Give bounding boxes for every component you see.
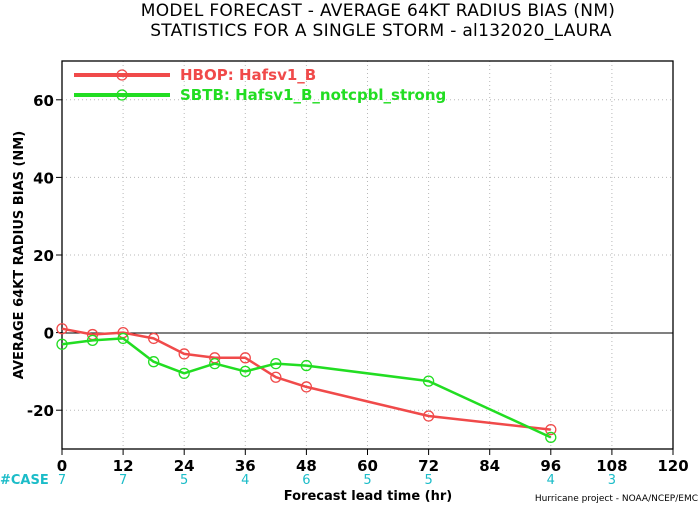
credit-text: Hurricane project - NOAA/NCEP/EMC <box>535 494 698 504</box>
legend-marker-sbtb <box>116 89 128 101</box>
x-tick-label: 108 <box>596 457 627 475</box>
data-point <box>86 334 99 347</box>
x-tick-label: 120 <box>657 457 688 475</box>
case-count-value: 5 <box>363 473 371 488</box>
data-point <box>239 365 251 378</box>
x-tick-label: 24 <box>174 457 195 475</box>
data-point <box>147 332 160 345</box>
chart-subtitle: STATISTICS FOR A SINGLE STORM - al132020… <box>150 21 612 41</box>
data-point <box>239 352 251 364</box>
x-tick-label: 84 <box>479 457 500 475</box>
grid <box>62 61 673 449</box>
legend-label-hbop: HBOP: Hafsv1_B <box>180 66 316 84</box>
series-line <box>61 337 552 439</box>
plot-frame <box>61 60 674 450</box>
case-count-value: 5 <box>180 473 188 488</box>
data-point <box>178 367 190 379</box>
x-tick-label: 72 <box>418 457 439 475</box>
y-tick-label: 60 <box>33 92 54 110</box>
data-point <box>422 375 435 387</box>
y-axis-label: AVERAGE 64KT RADIUS BIAS (NM) <box>12 131 27 379</box>
case-count-value: 3 <box>608 473 616 488</box>
x-tick-label: 0 <box>57 457 67 475</box>
series-hbop <box>56 323 557 436</box>
data-point <box>178 348 190 360</box>
data-point <box>545 423 557 436</box>
x-tick-label: 96 <box>540 457 561 475</box>
data-point <box>147 356 160 368</box>
case-count-value: 6 <box>302 473 310 488</box>
series <box>56 323 557 444</box>
data-point <box>56 338 68 350</box>
data-point <box>209 357 221 370</box>
series-sbtb <box>56 332 557 444</box>
data-point <box>422 410 435 422</box>
chart-title: MODEL FORECAST - AVERAGE 64KT RADIUS BIA… <box>141 1 615 21</box>
legend-marker-hbop <box>116 69 128 81</box>
case-count-value: 7 <box>119 473 127 488</box>
case-count-label: #CASE <box>0 473 49 488</box>
x-axis-label: Forecast lead time (hr) <box>284 489 452 504</box>
case-count-value: 4 <box>547 473 555 488</box>
case-count-value: 5 <box>424 473 432 488</box>
case-count-value: 4 <box>241 473 249 488</box>
x-tick-label: 12 <box>113 457 134 475</box>
x-tick-label: 36 <box>235 457 256 475</box>
case-counts: 7 7 5 4 6 5 5 4 3 <box>58 473 616 488</box>
ticks: 0 12 24 36 48 60 72 84 96 108 120 -20 0 20 40 60 <box>27 92 689 475</box>
y-tick-label: 0 <box>44 325 54 343</box>
data-point <box>56 323 68 335</box>
y-tick-label: 20 <box>33 247 54 265</box>
legend: HBOP: Hafsv1_B SBTB: Hafsv1_B_notcpbl_st… <box>74 66 446 104</box>
data-point <box>545 431 557 444</box>
data-point <box>300 381 313 393</box>
y-tick-label: 40 <box>33 169 54 187</box>
data-point <box>300 359 313 372</box>
legend-label-sbtb: SBTB: Hafsv1_B_notcpbl_strong <box>180 86 446 104</box>
y-tick-label: -20 <box>27 402 54 420</box>
x-tick-label: 60 <box>357 457 378 475</box>
data-point <box>270 357 282 370</box>
case-count-value: 7 <box>58 473 66 488</box>
series-line <box>61 327 551 431</box>
x-tick-label: 48 <box>296 457 317 475</box>
data-point <box>270 371 282 383</box>
data-point <box>117 332 129 345</box>
